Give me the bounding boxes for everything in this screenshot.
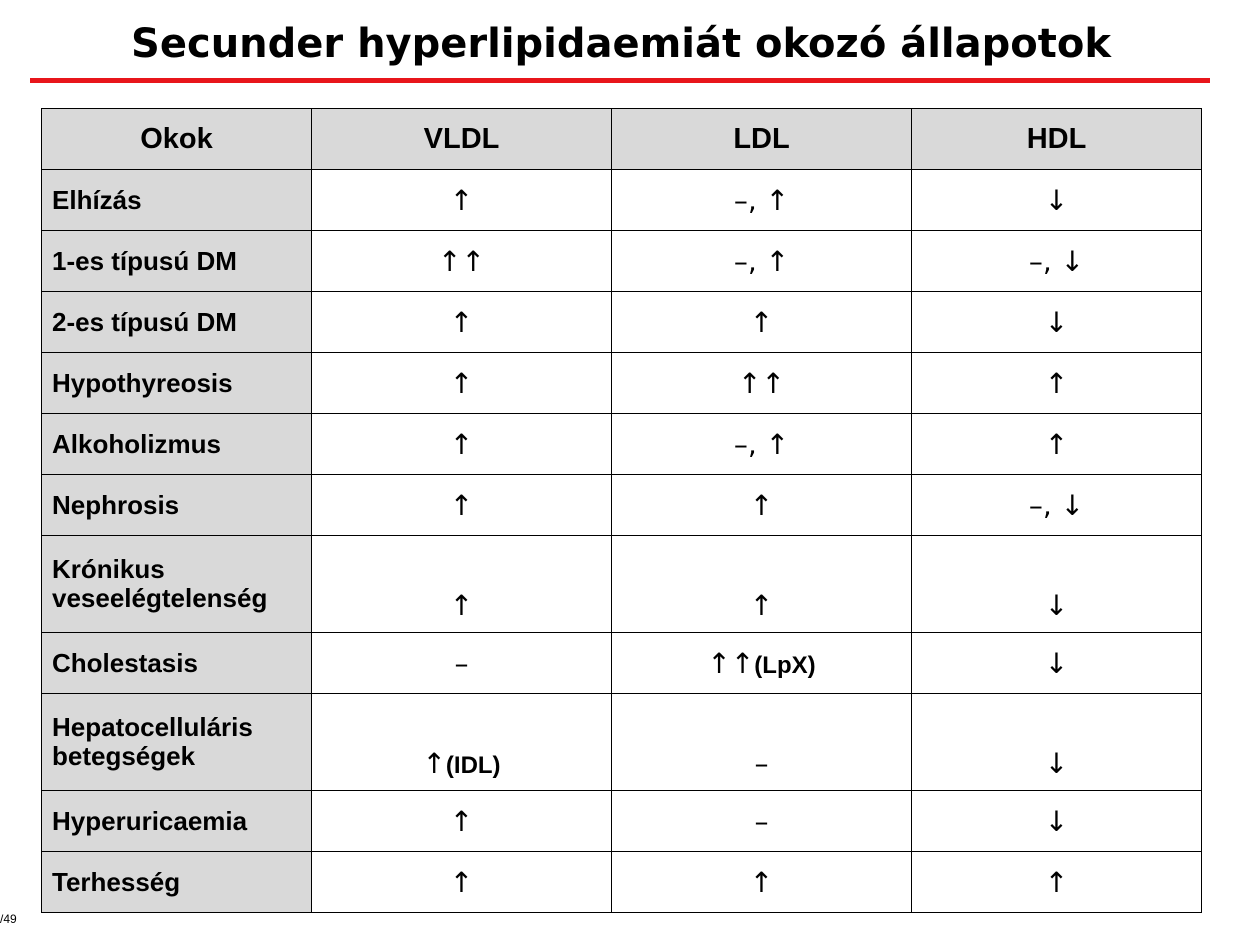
hdl-cell: ↓ (911, 169, 1202, 231)
column-header-hdl: HDL (911, 108, 1202, 170)
vldl-cell: ↑ (311, 352, 612, 414)
table-header-row: Okok VLDL LDL HDL (41, 108, 1202, 170)
ldl-cell: ↑ (611, 474, 912, 536)
vldl-cell: ↑ (311, 413, 612, 475)
hdl-cell: ↑ (911, 352, 1202, 414)
cause-line: betegségek (52, 741, 196, 771)
cause-cell: Hypothyreosis (41, 352, 312, 414)
ldl-cell: –, ↑ (611, 230, 912, 292)
table-row: Cholestasis – ↑↑(LpX) ↓ (41, 632, 1202, 694)
hdl-cell: ↓ (911, 790, 1202, 852)
hdl-cell: –, ↓ (911, 474, 1202, 536)
vldl-cell: ↑ (311, 535, 612, 633)
ldl-cell: ↑↑(LpX) (611, 632, 912, 694)
table-row: Hepatocelluláris betegségek ↑(IDL) – ↓ (41, 693, 1202, 791)
column-header-okok: Okok (41, 108, 312, 170)
vldl-cell: ↑↑ (311, 230, 612, 292)
slide-title: Secunder hyperlipidaemiát okozó állapoto… (131, 21, 1111, 67)
vldl-cell: ↑ (311, 851, 612, 913)
hdl-cell: ↓ (911, 693, 1202, 791)
cause-cell: Alkoholizmus (41, 413, 312, 475)
cause-cell: Cholestasis (41, 632, 312, 694)
hdl-cell: ↓ (911, 535, 1202, 633)
cause-cell: Hyperuricaemia (41, 790, 312, 852)
cause-cell: Terhesség (41, 851, 312, 913)
cause-cell: Elhízás (41, 169, 312, 231)
table-row: Terhesség ↑ ↑ ↑ (41, 851, 1202, 913)
ldl-cell: –, ↑ (611, 413, 912, 475)
table-row: Krónikus veseelégtelenség ↑ ↑ ↓ (41, 535, 1202, 633)
hdl-cell: ↓ (911, 291, 1202, 353)
table-row: Hyperuricaemia ↑ – ↓ (41, 790, 1202, 852)
arrow-value: ↑↑ (707, 646, 755, 680)
table-row: Elhízás ↑ –, ↑ ↓ (41, 169, 1202, 231)
vldl-cell: ↑ (311, 790, 612, 852)
table-row: 1-es típusú DM ↑↑ –, ↑ –, ↓ (41, 230, 1202, 292)
ldl-cell: ↑↑ (611, 352, 912, 414)
cause-cell: Nephrosis (41, 474, 312, 536)
ldl-cell: – (611, 693, 912, 791)
arrow-value: ↑ (422, 747, 446, 780)
ldl-cell: – (611, 790, 912, 852)
cause-cell: 2-es típusú DM (41, 291, 312, 353)
vldl-cell: ↑ (311, 291, 612, 353)
table-row: Hypothyreosis ↑ ↑↑ ↑ (41, 352, 1202, 414)
ldl-cell: ↑ (611, 535, 912, 633)
cause-cell: Krónikus veseelégtelenség (41, 535, 312, 633)
hdl-cell: ↓ (911, 632, 1202, 694)
cause-cell: 1-es típusú DM (41, 230, 312, 292)
value-note: (LpX) (754, 651, 816, 679)
column-header-vldl: VLDL (311, 108, 612, 170)
hdl-cell: –, ↓ (911, 230, 1202, 292)
title-underline (30, 78, 1210, 83)
column-header-ldl: LDL (611, 108, 912, 170)
vldl-cell: ↑ (311, 474, 612, 536)
ldl-cell: ↑ (611, 291, 912, 353)
cause-line: Hepatocelluláris (52, 712, 253, 742)
table-row: Alkoholizmus ↑ –, ↑ ↑ (41, 413, 1202, 475)
slide-number: /49 (0, 914, 17, 925)
table-row: 2-es típusú DM ↑ ↑ ↓ (41, 291, 1202, 353)
ldl-cell: ↑ (611, 851, 912, 913)
value-note: (IDL) (445, 752, 501, 779)
cause-line: Krónikus (52, 554, 165, 584)
vldl-cell: ↑(IDL) (311, 693, 612, 791)
hdl-cell: ↑ (911, 413, 1202, 475)
cause-line: veseelégtelenség (52, 583, 268, 613)
vldl-cell: – (311, 632, 612, 694)
lipoprotein-table: Okok VLDL LDL HDL Elhízás ↑ –, ↑ ↓ 1-es … (41, 108, 1202, 913)
table-row: Nephrosis ↑ ↑ –, ↓ (41, 474, 1202, 536)
cause-cell: Hepatocelluláris betegségek (41, 693, 312, 791)
hdl-cell: ↑ (911, 851, 1202, 913)
ldl-cell: –, ↑ (611, 169, 912, 231)
vldl-cell: ↑ (311, 169, 612, 231)
